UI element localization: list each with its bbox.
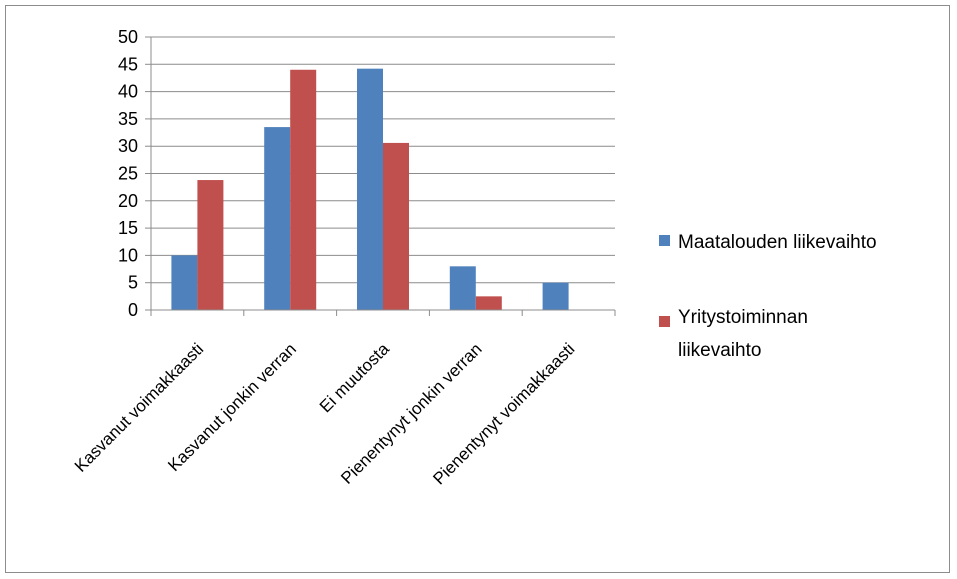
y-tick-label: 25: [118, 164, 138, 184]
y-tick-label: 0: [128, 300, 138, 320]
bar-yritystoiminta: [475, 296, 502, 310]
bar-maatalous: [171, 255, 198, 310]
gridlines: [151, 36, 615, 284]
bar-maatalous: [542, 282, 569, 310]
y-tick-label: 45: [118, 54, 138, 74]
bar-yritystoiminta: [290, 69, 317, 310]
y-tick-label: 10: [118, 245, 138, 265]
x-category-label: Ei muutosta: [316, 339, 393, 416]
y-tick-label: 15: [118, 218, 138, 238]
y-tick-label: 5: [128, 273, 138, 293]
bar-yritystoiminta: [197, 180, 224, 310]
legend-label-yritystoiminta-line2: liikevaihto: [678, 340, 761, 361]
axes: [150, 37, 616, 316]
bar-yritystoiminta: [383, 142, 409, 310]
y-axis-ticks: 0 5 10 15 20 25 30 35 40 45 50: [118, 27, 151, 320]
bar-maatalous: [449, 266, 476, 310]
legend-label-yritystoiminta-line1: Yritystoiminnan: [678, 307, 808, 328]
legend-swatch-yritystoiminta: [659, 316, 670, 327]
y-tick-label: 20: [118, 191, 138, 211]
y-tick-label: 35: [118, 109, 138, 129]
bar-maatalous: [264, 127, 291, 310]
y-tick-label: 50: [118, 27, 138, 47]
legend-swatch-maatalous: [659, 235, 670, 246]
y-tick-label: 40: [118, 82, 138, 102]
legend-label-maatalous: Maatalouden liikevaihto: [678, 232, 877, 253]
bars: [171, 68, 569, 310]
bar-maatalous: [357, 68, 383, 310]
legend: Maatalouden liikevaihto Yritystoiminnan …: [659, 232, 877, 361]
chart-frame: [5, 5, 950, 573]
y-tick-label: 30: [118, 136, 138, 156]
